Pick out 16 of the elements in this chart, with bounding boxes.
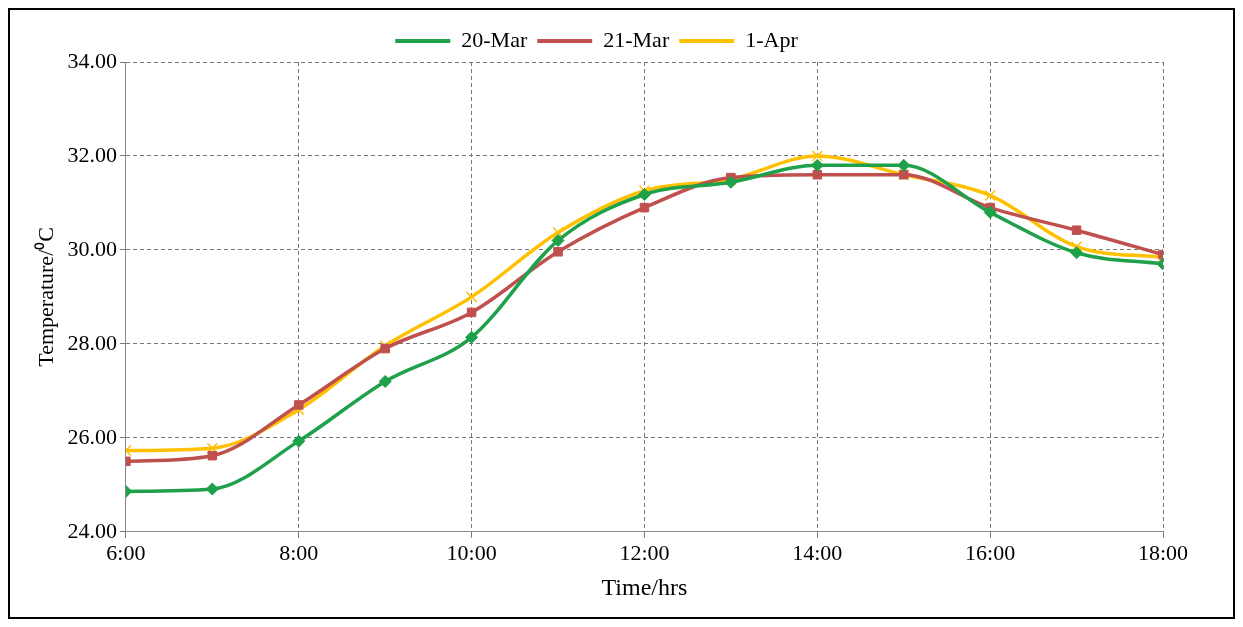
legend-label: 21-Mar (603, 26, 670, 52)
legend-label: 1-Apr (745, 26, 799, 52)
x-tick-label: 12:00 (619, 539, 670, 565)
x-tick-label: 10:00 (446, 539, 497, 565)
y-tick-label: 34.00 (67, 47, 117, 73)
legend-label: 20-Mar (461, 26, 528, 52)
y-tick-label: 26.00 (67, 423, 117, 449)
y-tick-label: 28.00 (67, 329, 117, 355)
y-axis-title: Temperature/⁰C (32, 227, 58, 367)
x-tick-label: 14:00 (792, 539, 843, 565)
x-axis-title: Time/hrs (601, 573, 688, 600)
x-tick-label: 16:00 (965, 539, 1016, 565)
x-tick-label: 8:00 (279, 539, 319, 565)
y-tick-label: 32.00 (67, 141, 117, 167)
y-tick-label: 30.00 (67, 235, 117, 261)
x-tick-label: 18:00 (1137, 539, 1189, 565)
